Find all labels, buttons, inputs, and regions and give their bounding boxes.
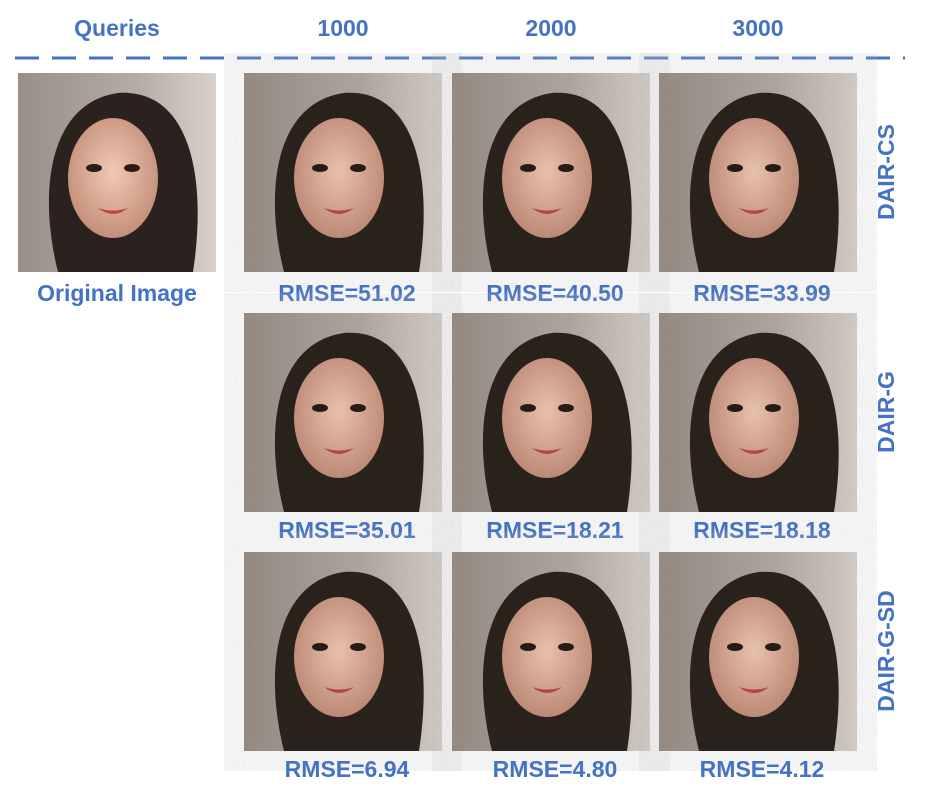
column-header: 3000 (732, 15, 783, 41)
mouth (739, 448, 769, 454)
eye (727, 643, 743, 651)
face (709, 118, 799, 238)
face (709, 358, 799, 478)
mouth (532, 208, 562, 214)
eye (765, 404, 781, 412)
reconstructed-image (452, 73, 650, 272)
face (294, 597, 384, 717)
column-header: 1000 (317, 15, 368, 41)
mouth (98, 208, 128, 214)
rmse-caption: RMSE=51.02 (278, 280, 415, 306)
reconstructed-image (659, 73, 857, 272)
face (68, 118, 158, 238)
reconstructed-image (244, 313, 442, 512)
reconstructed-image (452, 552, 650, 751)
eye (727, 404, 743, 412)
eye (558, 643, 574, 651)
mouth (532, 448, 562, 454)
mouth (324, 448, 354, 454)
face (709, 597, 799, 717)
method-label: DAIR-G (873, 371, 899, 453)
eye (350, 404, 366, 412)
eye (765, 643, 781, 651)
reconstructed-image (244, 73, 442, 272)
rmse-caption: RMSE=4.12 (700, 756, 825, 782)
method-label: DAIR-G-SD (873, 590, 899, 711)
face (294, 358, 384, 478)
eye (765, 164, 781, 172)
column-header: 2000 (525, 15, 576, 41)
reconstructed-image (659, 552, 857, 751)
reconstructed-image (452, 313, 650, 512)
eye (520, 404, 536, 412)
rmse-caption: RMSE=18.18 (693, 517, 831, 543)
eye (312, 643, 328, 651)
mouth (739, 208, 769, 214)
eye (727, 164, 743, 172)
reconstructed-image (244, 552, 442, 751)
eye (558, 404, 574, 412)
face (294, 118, 384, 238)
rmse-caption: RMSE=40.50 (486, 280, 623, 306)
mouth (324, 208, 354, 214)
eye (86, 164, 102, 172)
eye (520, 164, 536, 172)
reconstructed-image (659, 313, 857, 512)
rmse-caption: RMSE=18.21 (486, 517, 624, 543)
eye (124, 164, 140, 172)
header-title: Queries (74, 15, 160, 41)
eye (350, 164, 366, 172)
method-label: DAIR-CS (873, 124, 899, 220)
face (502, 358, 592, 478)
rmse-caption: RMSE=33.99 (693, 280, 830, 306)
eye (558, 164, 574, 172)
original-label: Original Image (37, 280, 197, 306)
mouth (532, 687, 562, 693)
original-image (18, 73, 216, 272)
eye (520, 643, 536, 651)
eye (312, 164, 328, 172)
rmse-caption: RMSE=6.94 (285, 756, 410, 782)
eye (350, 643, 366, 651)
eye (312, 404, 328, 412)
face (502, 118, 592, 238)
rmse-caption: RMSE=35.01 (278, 517, 416, 543)
mouth (324, 687, 354, 693)
mouth (739, 687, 769, 693)
rmse-caption: RMSE=4.80 (493, 756, 618, 782)
face (502, 597, 592, 717)
